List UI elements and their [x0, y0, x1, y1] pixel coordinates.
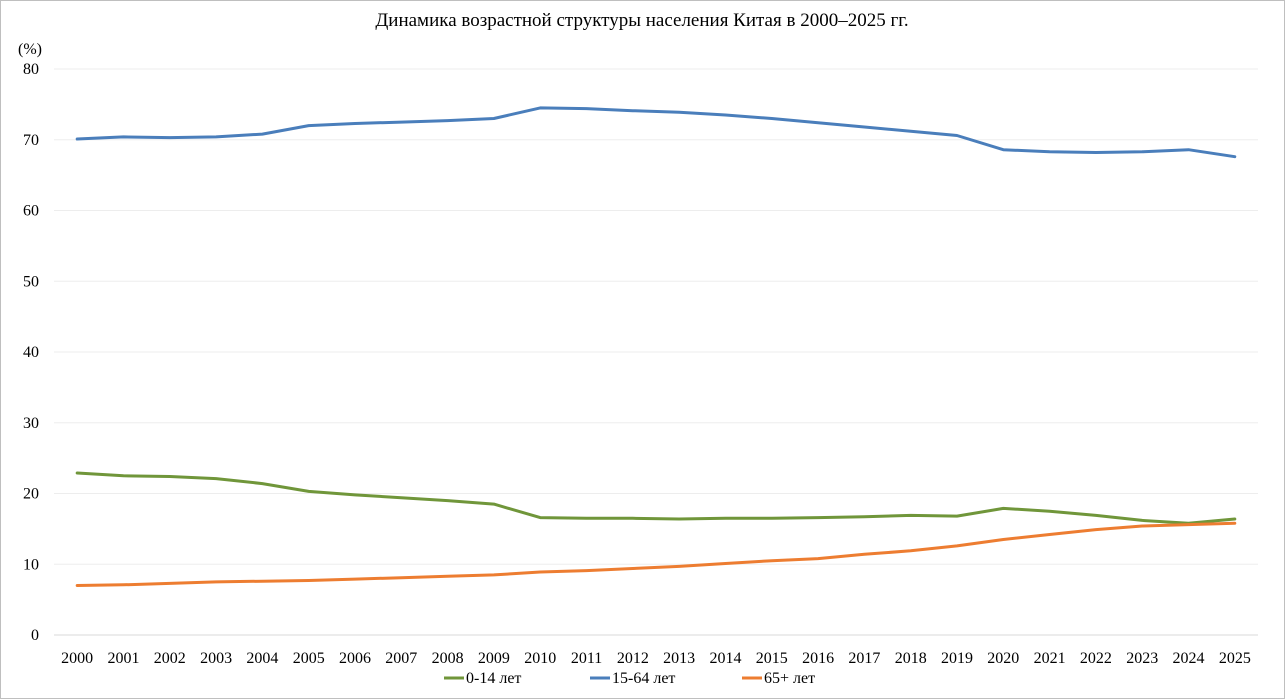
- x-tick-label: 2003: [200, 650, 232, 667]
- y-tick-label: 60: [23, 203, 39, 220]
- series-lines: [75, 106, 1237, 587]
- x-tick-label: 2012: [617, 650, 649, 667]
- y-tick-label: 20: [23, 486, 39, 503]
- x-tick-label: 2025: [1219, 650, 1251, 667]
- chart-title: Динамика возрастной структуры населения …: [375, 10, 908, 31]
- y-axis-ticks: 0 10 20 30 40 50 60 70 80: [23, 61, 39, 644]
- x-tick-label: 2007: [385, 650, 417, 667]
- x-tick-label: 2019: [941, 650, 973, 667]
- x-tick-label: 2014: [709, 650, 741, 667]
- y-tick-label: 80: [23, 61, 39, 78]
- x-tick-label: 2020: [987, 650, 1019, 667]
- y-tick-label: 10: [23, 556, 39, 573]
- x-tick-label: 2002: [154, 650, 186, 667]
- y-tick-label: 40: [23, 344, 39, 361]
- x-tick-label: 2006: [339, 650, 371, 667]
- x-tick-label: 2009: [478, 650, 510, 667]
- x-tick-label: 2021: [1034, 650, 1066, 667]
- y-tick-label: 0: [31, 627, 39, 644]
- y-tick-label: 70: [23, 132, 39, 149]
- x-axis-ticks: 2000 2001 2002 2003 2004 2005 2006 2007 2008 2009…: [61, 650, 1251, 667]
- x-tick-label: 2016: [802, 650, 834, 667]
- x-tick-label: 2010: [524, 650, 556, 667]
- gridlines: [54, 68, 1258, 636]
- y-tick-label: 30: [23, 415, 39, 432]
- x-tick-label: 2015: [756, 650, 788, 667]
- x-tick-label: 2000: [61, 650, 93, 667]
- series-line-2: [75, 521, 1237, 587]
- x-tick-label: 2004: [246, 650, 278, 667]
- x-tick-label: 2001: [107, 650, 139, 667]
- x-tick-label: 2005: [293, 650, 325, 667]
- y-tick-label: 50: [23, 273, 39, 290]
- x-tick-label: 2017: [848, 650, 880, 667]
- x-tick-label: 2008: [432, 650, 464, 667]
- series-line-1: [75, 106, 1237, 159]
- x-tick-label: 2018: [895, 650, 927, 667]
- x-tick-label: 2013: [663, 650, 695, 667]
- legend-label: 65+ лет: [764, 670, 815, 687]
- legend: 0-14 лет 15-64 лет 65+ лет: [444, 670, 815, 687]
- x-tick-label: 2011: [571, 650, 602, 667]
- legend-label: 15-64 лет: [612, 670, 675, 687]
- x-tick-label: 2024: [1173, 650, 1205, 667]
- x-tick-label: 2023: [1126, 650, 1158, 667]
- legend-label: 0-14 лет: [466, 670, 521, 687]
- series-line-0: [75, 471, 1237, 525]
- x-tick-label: 2022: [1080, 650, 1112, 667]
- y-axis-unit-label: (%): [18, 41, 42, 58]
